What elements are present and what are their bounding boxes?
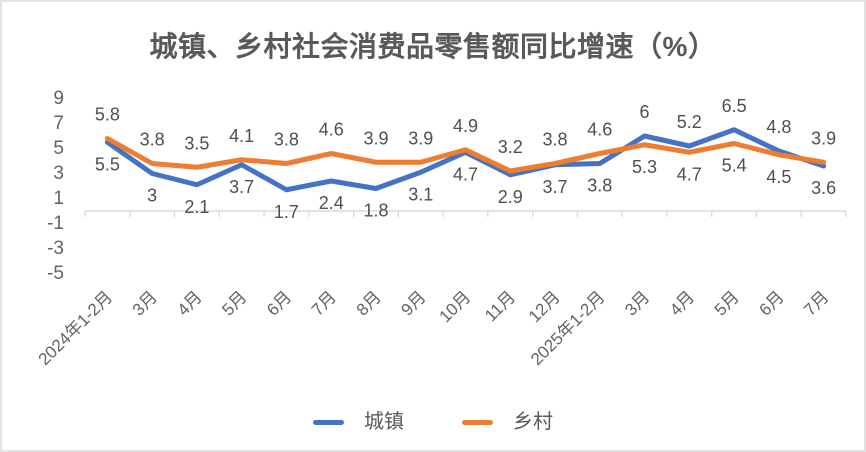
x-axis-category-label: 5月 [218, 287, 250, 319]
x-axis-category-label: 3月 [129, 287, 161, 319]
data-label-urban: 5.2 [677, 112, 702, 132]
data-label-rural: 3.8 [140, 130, 165, 150]
data-label-rural: 4.6 [587, 120, 612, 140]
chart-title: 城镇、乡村社会消费品零售额同比增速（%） [149, 31, 717, 62]
data-label-rural: 3.9 [363, 128, 388, 148]
x-axis-category-label: 5月 [711, 287, 743, 319]
data-label-rural: 4.7 [677, 164, 702, 184]
data-label-rural: 5.4 [722, 156, 747, 176]
data-label-rural: 4.1 [229, 126, 254, 146]
data-label-rural: 3.2 [498, 137, 523, 157]
y-axis-tick-label: 3 [53, 163, 64, 184]
data-label-urban: 6 [640, 102, 650, 122]
data-label-urban: 1.8 [363, 201, 388, 221]
legend-swatch-rural [462, 419, 493, 425]
data-label-urban: 4.7 [453, 164, 478, 184]
data-label-rural: 3.9 [408, 128, 433, 148]
x-axis-category-label: 10月 [435, 287, 474, 326]
legend-label-urban: 城镇 [364, 411, 404, 433]
data-label-rural: 5.8 [95, 105, 120, 125]
x-axis-category-label: 7月 [800, 287, 832, 319]
data-label-urban: 2.4 [319, 193, 344, 213]
data-label-urban: 2.1 [184, 197, 209, 217]
y-axis-tick-label: 1 [53, 188, 64, 209]
y-axis-tick-label: -3 [47, 238, 64, 259]
data-label-urban: 3.7 [229, 177, 254, 197]
y-axis-tick-label: -1 [47, 213, 64, 234]
legend-item-urban[interactable]: 城镇 [313, 412, 404, 432]
data-label-rural: 4.5 [766, 167, 791, 187]
x-axis-category-label: 11月 [481, 287, 519, 325]
data-label-rural: 3.5 [184, 133, 209, 153]
y-axis-tick-label: 5 [53, 138, 64, 159]
x-axis-category-label: 6月 [756, 287, 788, 319]
data-label-urban: 5.5 [95, 154, 120, 174]
x-axis-category-label: 6月 [263, 287, 295, 319]
x-axis-category-label: 4月 [666, 287, 698, 319]
legend-label-rural: 乡村 [513, 411, 553, 433]
data-label-urban: 6.5 [722, 96, 747, 116]
legend-swatch-urban [313, 419, 344, 425]
data-label-rural: 4.6 [319, 120, 344, 140]
y-axis-tick-label: -5 [47, 263, 64, 284]
data-label-urban: 1.7 [274, 202, 299, 222]
x-axis-category-label: 8月 [353, 287, 385, 319]
data-label-urban: 3.8 [587, 176, 612, 196]
data-label-rural: 3.9 [811, 128, 836, 148]
series-line-rural [104, 136, 827, 174]
x-axis-category-label: 7月 [308, 287, 340, 319]
data-label-urban: 3.6 [811, 178, 836, 198]
data-label-urban: 2.9 [498, 187, 523, 207]
data-label-urban: 3 [147, 186, 157, 206]
data-label-rural: 5.3 [632, 157, 657, 177]
data-label-rural: 4.9 [453, 116, 478, 136]
x-axis-category-label: 4月 [174, 287, 206, 319]
legend-item-rural[interactable]: 乡村 [462, 412, 553, 432]
y-axis-tick-label: 7 [53, 113, 64, 134]
data-label-rural: 3.8 [274, 130, 299, 150]
legend: 城镇 乡村 [2, 405, 864, 439]
data-label-urban: 4.8 [766, 117, 791, 137]
x-axis-category-label: 2024年1-2月 [35, 287, 117, 369]
x-axis-category-label: 3月 [621, 287, 653, 319]
y-axis-tick-label: 9 [53, 88, 64, 109]
data-label-urban: 3.7 [543, 177, 568, 197]
x-axis-category-label: 12月 [525, 287, 564, 326]
x-axis-category-label: 9月 [397, 287, 429, 319]
data-label-urban: 3.1 [408, 184, 433, 204]
data-label-rural: 3.8 [543, 130, 568, 150]
